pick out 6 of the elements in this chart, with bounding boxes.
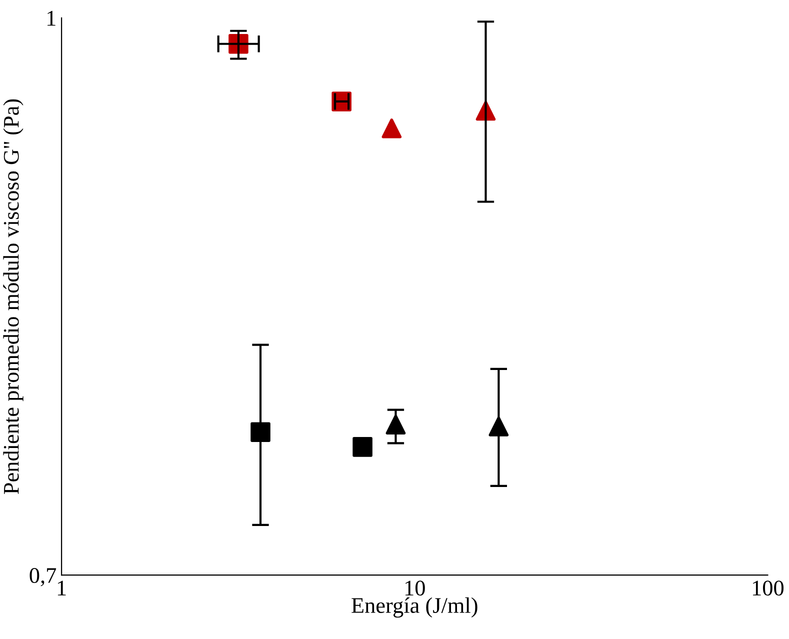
x-axis-title: Energía (J/ml) xyxy=(352,597,478,618)
x-tick-label: 1 xyxy=(58,580,66,596)
x-tick-label: 10 xyxy=(405,580,425,596)
y-axis-title: Pendiente promedio módulo viscoso G'' (Pa) xyxy=(3,99,24,494)
x-tick-label: 100 xyxy=(752,580,784,596)
y-tick-label: 0,7 xyxy=(30,568,56,586)
